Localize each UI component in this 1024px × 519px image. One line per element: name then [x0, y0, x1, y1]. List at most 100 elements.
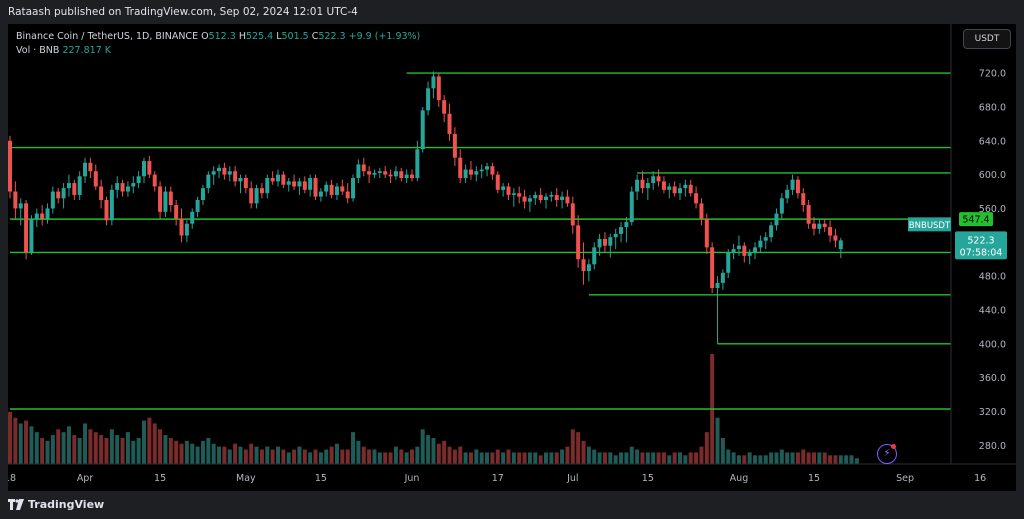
volume-bar — [479, 452, 484, 464]
candle-body — [624, 222, 629, 228]
x-tick-label: 18 — [8, 473, 16, 484]
last-price-text: 522.3 — [967, 235, 994, 246]
volume-bar — [565, 446, 570, 464]
candle-body — [549, 194, 554, 197]
candle-body — [40, 213, 45, 219]
candle-body — [517, 193, 522, 197]
candle-body — [581, 259, 586, 272]
volume-bar — [377, 452, 382, 464]
volume-bar — [158, 429, 163, 464]
candle-body — [736, 245, 741, 250]
currency-button[interactable]: USDT — [963, 29, 1011, 49]
candle-body — [436, 76, 441, 101]
candle-body — [243, 178, 248, 189]
candle-body — [72, 183, 77, 195]
candle-body — [511, 193, 516, 195]
volume-bar — [77, 437, 82, 464]
candle-body — [254, 188, 259, 204]
candle-body — [217, 167, 222, 172]
candle-body — [158, 186, 163, 212]
x-tick-label: 15 — [642, 473, 654, 484]
candle-body — [104, 200, 109, 221]
candle-body — [340, 186, 345, 192]
volume-bar — [506, 449, 511, 464]
volume-bar — [828, 455, 833, 464]
tradingview-logo[interactable]: TradingView — [8, 498, 104, 511]
y-tick-label: 440.0 — [979, 306, 1006, 317]
volume-bar — [13, 417, 18, 464]
candle-body — [544, 196, 548, 200]
volume-bar — [833, 455, 838, 464]
volume-bar — [249, 443, 254, 464]
volume-bar — [468, 452, 473, 464]
close-value: 522.3 — [318, 31, 346, 42]
volume-bar — [442, 440, 447, 464]
candle-body — [602, 238, 607, 246]
candle-body — [833, 235, 838, 241]
candle-body — [495, 174, 500, 190]
volume-bar — [147, 417, 152, 464]
volume-bar — [136, 437, 141, 464]
volume-bar — [393, 446, 398, 464]
volume-bar — [383, 452, 388, 464]
volume-bar — [645, 452, 650, 464]
candle-body — [372, 172, 377, 175]
candle-body — [415, 149, 420, 178]
volume-bar — [388, 452, 393, 464]
y-tick-label: 360.0 — [979, 373, 1006, 384]
candle-body — [329, 184, 334, 195]
candle-body — [629, 191, 634, 222]
candle-body — [758, 240, 763, 248]
candle-body — [206, 174, 211, 189]
candle-body — [790, 179, 795, 190]
volume-bar — [367, 449, 372, 464]
volume-bar — [731, 452, 736, 464]
level-price-badge — [959, 212, 993, 227]
volume-bar — [99, 435, 104, 464]
candle-body — [318, 191, 323, 197]
symbol-legend[interactable]: Binance Coin / TetherUS, 1D, BINANCE O51… — [16, 31, 420, 42]
volume-bar — [511, 452, 516, 464]
y-tick-label: 680.0 — [979, 102, 1006, 113]
candle-body — [753, 247, 758, 253]
volume-bar — [324, 449, 329, 464]
volume-bar — [854, 458, 859, 464]
volume-bar — [372, 449, 377, 464]
candle-body — [34, 213, 39, 219]
candle-body — [66, 183, 71, 189]
level-price-text: 547.4 — [962, 215, 989, 226]
volume-bar — [286, 452, 291, 464]
candle-body — [410, 174, 414, 178]
volume-bar — [801, 449, 806, 464]
volume-bar — [549, 452, 554, 464]
volume-bar — [281, 449, 286, 464]
candle-body — [24, 203, 29, 253]
symbol-name[interactable]: Binance Coin / TetherUS, 1D, BINANCE — [16, 31, 199, 42]
volume-bar — [785, 452, 790, 464]
volume-bar — [415, 446, 420, 464]
top-bar: Rataash published on TradingView.com, Se… — [0, 0, 1024, 24]
candlestick-chart[interactable]: 760.0720.0680.0640.0600.0560.0520.0480.0… — [8, 24, 1016, 491]
y-tick-label: 280.0 — [979, 441, 1006, 452]
volume-bar — [779, 449, 784, 464]
low-value: 501.5 — [281, 31, 309, 42]
candle-body — [115, 183, 120, 190]
volume-bar — [340, 449, 345, 464]
volume-bar — [501, 452, 506, 464]
volume-bar — [806, 452, 811, 464]
volume-bar — [581, 440, 586, 464]
volume-bar — [345, 449, 350, 464]
x-tick-label: May — [236, 473, 256, 484]
volume-bar — [790, 452, 795, 464]
candle-body — [769, 225, 774, 238]
lightning-icon[interactable]: ⚡ — [877, 444, 897, 464]
time-axis-bg — [8, 464, 1016, 491]
volume-bar — [61, 432, 66, 464]
candle-body — [651, 176, 656, 184]
volume-bar — [163, 435, 168, 464]
chart-panel[interactable]: 760.0720.0680.0640.0600.0560.0520.0480.0… — [8, 24, 1016, 491]
candle-body — [619, 227, 624, 234]
volume-legend[interactable]: Vol · BNB 227.817 K — [16, 45, 111, 56]
volume-bar — [678, 452, 682, 464]
volume-bar — [222, 446, 227, 464]
